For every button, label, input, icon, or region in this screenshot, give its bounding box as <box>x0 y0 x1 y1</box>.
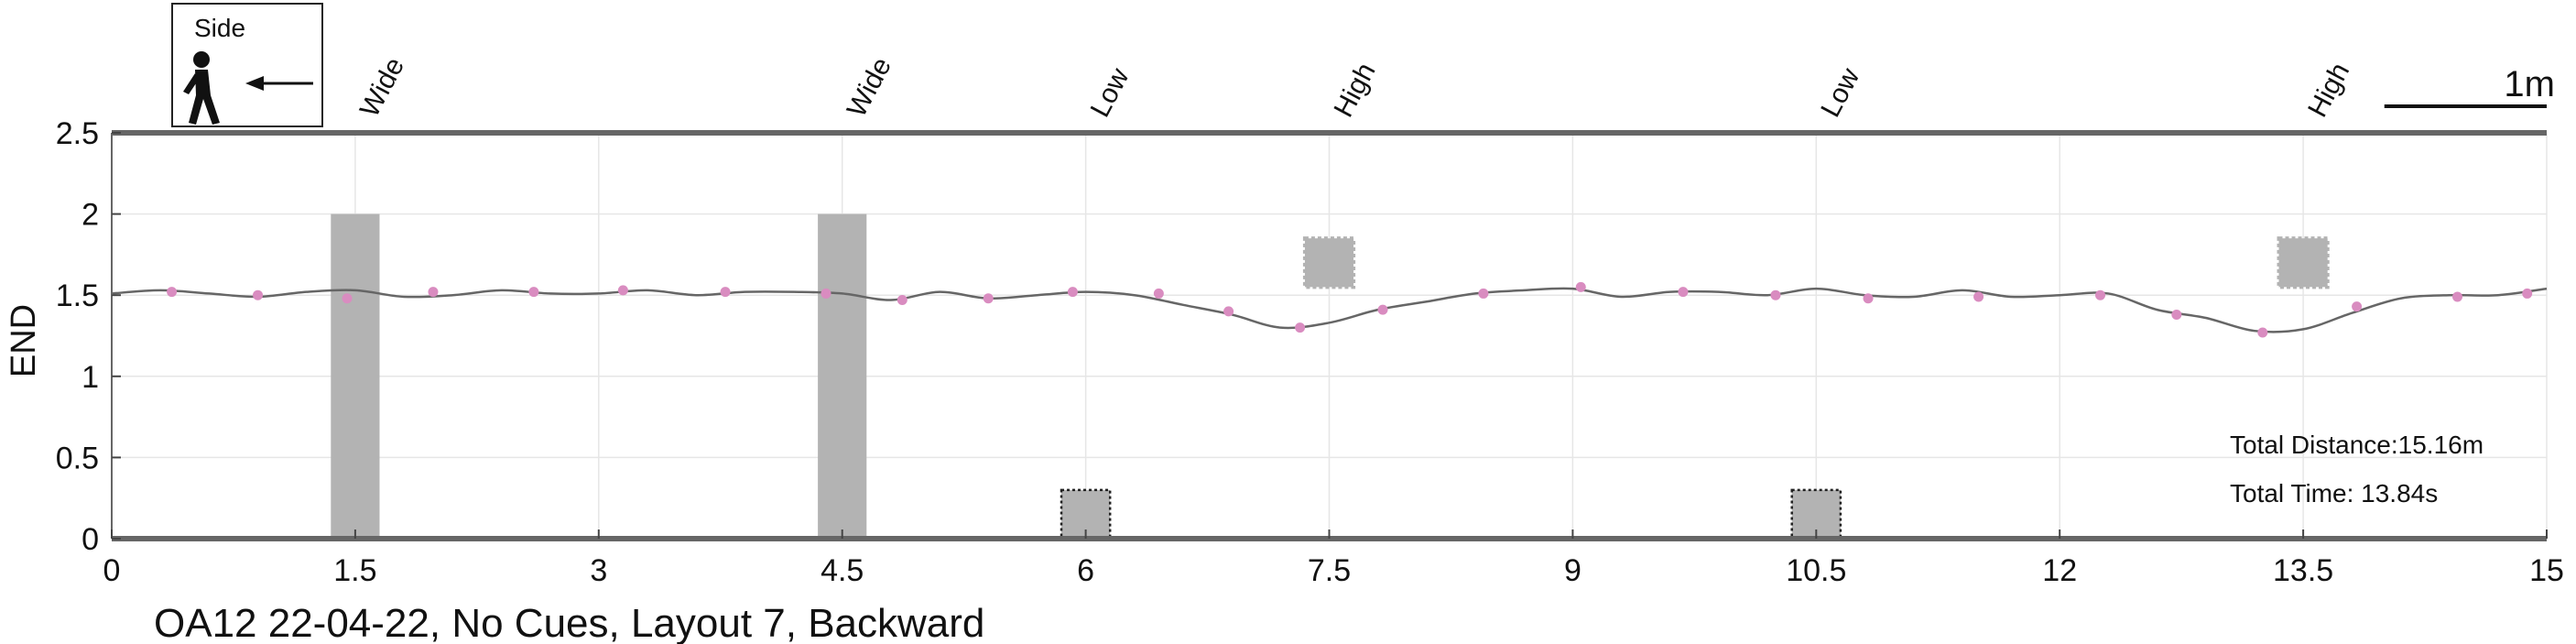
trajectory-marker <box>428 287 439 298</box>
x-tick-label: 0 <box>103 553 121 588</box>
obstacle-label-low: Low <box>1085 63 1136 122</box>
scale-bar: 1m <box>2384 64 2555 108</box>
trajectory-marker <box>1973 291 1984 302</box>
y-tick-label: 1.5 <box>56 278 99 313</box>
trajectory-marker <box>1863 293 1874 304</box>
obstacles <box>331 213 2330 540</box>
trajectory-marker <box>1478 288 1489 299</box>
x-tick-label: 7.5 <box>1308 553 1351 588</box>
x-tick-label: 12 <box>2042 553 2077 588</box>
series-markers <box>167 281 2533 338</box>
y-tick-label: 0.5 <box>56 441 99 475</box>
trajectory-marker <box>897 295 908 306</box>
trajectory-marker <box>167 287 178 298</box>
x-tick-label: 9 <box>1564 553 1581 588</box>
trajectory-marker <box>720 287 731 298</box>
left-arrow-icon <box>245 76 313 91</box>
chart-title: OA12 22-04-22, No Cues, Layout 7, Backwa… <box>154 601 984 644</box>
trajectory-marker <box>1377 304 1388 315</box>
trajectory-marker <box>1223 306 1234 317</box>
trajectory-marker <box>983 293 994 304</box>
y-tick-label: 2 <box>82 198 99 233</box>
trajectory-marker <box>2171 309 2182 320</box>
trajectory-marker <box>1153 288 1164 299</box>
x-tick-label: 3 <box>590 553 607 588</box>
obstacle-label-low: Low <box>1815 63 1865 122</box>
total-distance-text: Total Distance:15.16m <box>2230 431 2484 459</box>
y-tick-label: 1 <box>82 360 99 395</box>
x-tick-label: 1.5 <box>333 553 376 588</box>
obstacle-label-high: High <box>1329 58 1382 122</box>
trajectory-marker <box>253 289 264 300</box>
obstacle-label-wide: Wide <box>354 52 410 122</box>
grid <box>111 132 2548 540</box>
trajectory-marker <box>1770 289 1781 300</box>
x-tick-label: 10.5 <box>1786 553 1846 588</box>
obstacle-label-wide: Wide <box>842 52 897 122</box>
trajectory-line <box>111 287 2548 333</box>
trajectory-marker <box>2452 291 2463 302</box>
obstacle-wide <box>331 213 380 539</box>
trajectory-marker <box>528 287 539 298</box>
y-axis-label: END <box>5 304 43 377</box>
x-tick-label: 4.5 <box>821 553 864 588</box>
walking-person-icon <box>183 51 220 125</box>
side-legend-title: Side <box>194 14 245 42</box>
x-tick-label: 13.5 <box>2273 553 2333 588</box>
trajectory-marker <box>1678 287 1689 298</box>
trajectory-marker <box>1067 287 1078 298</box>
y-tick-label: 0 <box>82 522 99 557</box>
trajectory-marker <box>1575 281 1586 292</box>
trajectory-marker <box>2095 289 2106 300</box>
trajectory-marker <box>821 288 831 299</box>
trajectory-marker <box>2522 288 2533 299</box>
series-line <box>111 287 2548 333</box>
trajectory-marker <box>1295 322 1306 333</box>
total-time-text: Total Time: 13.84s <box>2230 479 2438 508</box>
side-legend-box: Side <box>171 3 323 127</box>
obstacle-high <box>2277 236 2330 289</box>
trajectory-marker <box>2257 327 2268 338</box>
y-tick-label: 2.5 <box>56 116 99 151</box>
trajectory-marker <box>342 293 353 304</box>
scale-bar-label: 1m <box>2504 64 2555 104</box>
obstacle-wide <box>818 213 867 539</box>
x-tick-label: 6 <box>1077 553 1094 588</box>
trajectory-marker <box>2352 301 2363 312</box>
x-tick-label: 15 <box>2529 553 2564 588</box>
obstacle-label-high: High <box>2302 58 2355 122</box>
obstacle-high <box>1302 236 1356 289</box>
axes <box>111 130 2548 541</box>
trajectory-marker <box>617 285 628 296</box>
